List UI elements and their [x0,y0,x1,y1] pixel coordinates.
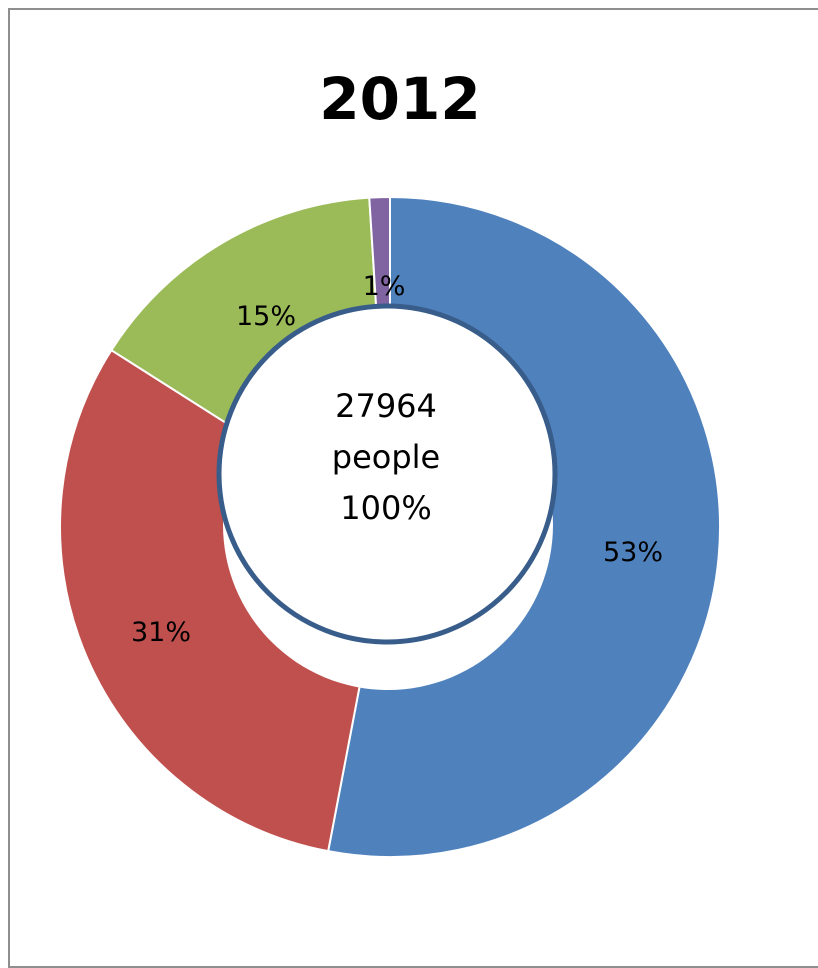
labels-layer: 53% 31% 15% 1% [131,271,663,648]
data-label-3: 1% [363,271,406,302]
center-text: 27964 people 100% [332,387,440,527]
center-text-line-0: 27964 [335,387,437,425]
chart-title: 2012 [319,65,481,133]
data-label-2: 15% [236,301,296,332]
center-text-line-2: 100% [340,489,431,527]
center-ring [216,303,558,645]
data-label-0: 53% [603,537,663,568]
center-text-line-1: people [332,438,440,476]
data-label-1: 31% [131,617,191,648]
